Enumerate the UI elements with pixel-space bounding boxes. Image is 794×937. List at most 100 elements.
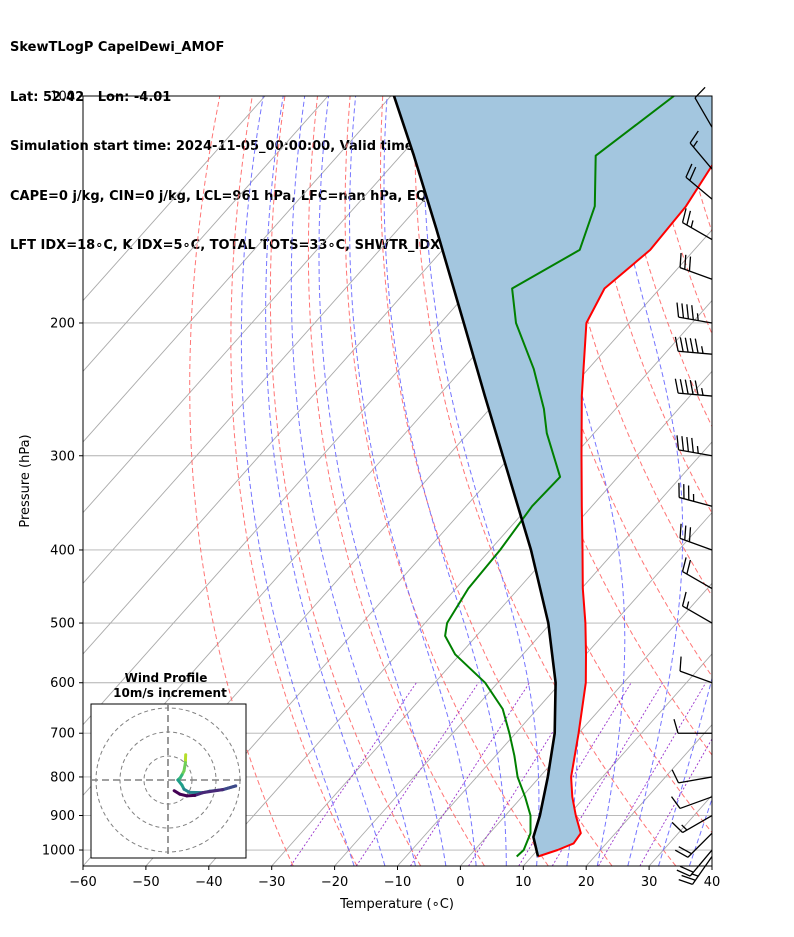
wind-barb-flag <box>671 821 684 833</box>
wind-barb <box>676 435 713 457</box>
wind-barb-staff <box>689 849 713 877</box>
dry-adiabat-line <box>344 96 549 866</box>
isotherm-line <box>334 441 712 866</box>
wind-barb-flag <box>690 220 694 228</box>
wind-barb-flag <box>701 388 704 396</box>
wind-barb-flag <box>686 437 690 452</box>
wind-barb <box>674 378 713 397</box>
wind-barb-flag <box>686 601 690 609</box>
wind-profile-inset: Wind Profile 10m/s increment <box>90 671 247 859</box>
x-axis-label: Temperature (∘C) <box>339 897 454 912</box>
mixing-ratio-line <box>355 682 479 866</box>
moist-adiabat-line <box>290 96 416 866</box>
isotherm-line <box>83 96 455 514</box>
isotherm-line <box>83 96 392 443</box>
y-tick-label: 200 <box>50 316 75 331</box>
isotherm-line <box>397 511 712 866</box>
wind-barb-flag <box>676 435 680 450</box>
mixing-ratio-line <box>639 738 712 866</box>
inset-subtitle: 10m/s increment <box>113 686 227 700</box>
wind-barb <box>681 591 713 624</box>
wind-barb-flag <box>694 338 699 354</box>
isotherm-line <box>271 370 712 866</box>
y-tick-label: 900 <box>50 809 75 824</box>
x-tick-label: −60 <box>69 875 96 890</box>
hodograph-trace <box>172 789 182 796</box>
y-tick-label: 1000 <box>42 844 75 859</box>
x-tick-label: −50 <box>132 875 159 890</box>
dry-adiabat-line <box>741 96 794 866</box>
wind-barb-flag <box>676 869 691 877</box>
mixing-ratio-line <box>290 682 417 866</box>
x-tick-label: 40 <box>704 875 721 890</box>
wind-barb <box>673 719 712 734</box>
wind-barb <box>681 208 713 241</box>
x-tick-label: 0 <box>456 875 464 890</box>
wind-barb <box>679 656 713 684</box>
wind-barb-flag <box>696 446 699 454</box>
hodograph-trace <box>201 788 225 795</box>
wind-barb-flag <box>671 769 680 784</box>
isotherm-line <box>585 723 712 866</box>
wind-barb-flag <box>689 379 694 395</box>
wind-barb-flag <box>689 338 694 353</box>
dry-adiabat-line <box>230 96 358 866</box>
wind-barb <box>671 814 713 834</box>
y-tick-label: 800 <box>50 770 75 785</box>
wind-barb-staff <box>682 570 713 590</box>
y-axis-label: Pressure (hPa) <box>18 434 33 527</box>
moist-adiabat-line <box>602 96 684 866</box>
dry-adiabat-line <box>545 96 712 597</box>
wind-barb-flag <box>691 437 694 453</box>
wind-barb <box>674 832 713 858</box>
y-tick-label: 100 <box>50 90 75 105</box>
wind-barb-staff <box>689 142 713 170</box>
x-tick-label: −30 <box>258 875 285 890</box>
hodograph-trace <box>221 784 238 792</box>
wind-barb-flag <box>686 210 692 226</box>
wind-barb <box>678 482 713 507</box>
isotherm-line <box>83 96 518 584</box>
wind-barb-staff <box>685 176 713 200</box>
wind-barb <box>676 849 713 877</box>
wind-barb-staff <box>678 316 713 324</box>
wind-barb <box>685 163 713 200</box>
isotherm-line <box>83 96 329 372</box>
wind-barb <box>681 557 713 590</box>
profile-lines <box>392 96 712 858</box>
wind-barb <box>679 523 713 551</box>
isotherm-line <box>145 229 712 866</box>
wind-barb-flag <box>691 305 694 320</box>
dry-adiabat-line <box>774 96 794 866</box>
wind-barb-staff <box>678 449 713 457</box>
wind-barb-flag <box>681 303 685 319</box>
x-tick-label: 30 <box>641 875 658 890</box>
x-tick-label: −20 <box>321 875 348 890</box>
x-tick-label: −10 <box>384 875 411 890</box>
wind-barb <box>674 336 713 355</box>
isotherm-line <box>522 653 712 866</box>
wind-barb-flag <box>684 525 687 541</box>
wind-barb <box>676 302 713 324</box>
wind-barb-flag <box>679 337 684 352</box>
wind-barb-flag <box>681 208 687 223</box>
wind-barb-staff <box>678 776 713 784</box>
wind-barb-staff <box>682 221 713 241</box>
wind-barb-staff <box>679 267 713 280</box>
wind-barb-flag <box>673 719 679 734</box>
dry-adiabat-line <box>414 96 677 866</box>
wind-barb-staff <box>679 796 713 810</box>
wind-barb-flag <box>686 559 692 575</box>
wind-barb-flag <box>678 878 693 885</box>
wind-barb-flag <box>684 337 689 353</box>
dry-adiabat-line <box>610 96 712 428</box>
wind-barb-flag <box>679 656 682 672</box>
wind-barb-flag <box>674 378 679 394</box>
wind-barb-flag <box>679 379 684 394</box>
wind-barb-staff <box>678 392 713 397</box>
wind-barb-flag <box>696 313 699 321</box>
wind-barb-flag <box>676 302 680 318</box>
wind-barb <box>694 86 713 128</box>
y-tick-label: 600 <box>50 676 75 691</box>
